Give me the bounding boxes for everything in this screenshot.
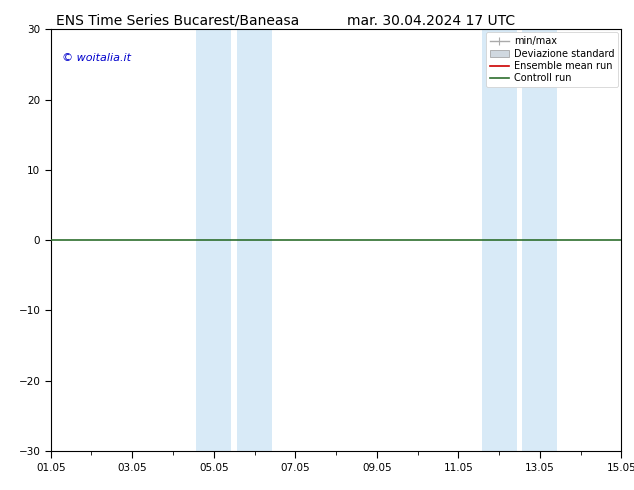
Text: © woitalia.it: © woitalia.it — [62, 52, 131, 63]
Legend: min/max, Deviazione standard, Ensemble mean run, Controll run: min/max, Deviazione standard, Ensemble m… — [486, 32, 618, 87]
Bar — [237, 29, 272, 451]
Bar — [196, 29, 231, 451]
Bar — [522, 29, 557, 451]
Text: ENS Time Series Bucarest/Baneasa: ENS Time Series Bucarest/Baneasa — [56, 14, 299, 28]
Bar — [481, 29, 517, 451]
Text: mar. 30.04.2024 17 UTC: mar. 30.04.2024 17 UTC — [347, 14, 515, 28]
